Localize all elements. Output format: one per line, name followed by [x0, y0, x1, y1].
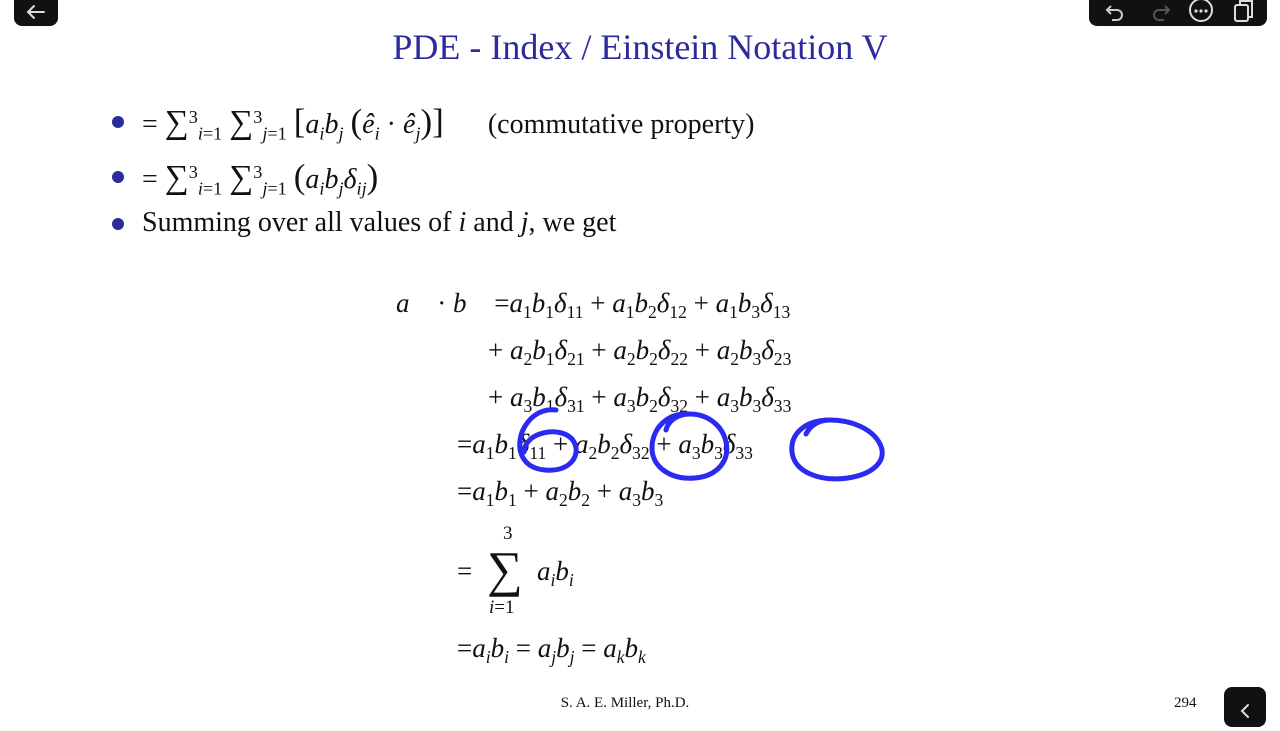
previous-page-button[interactable] — [1224, 687, 1266, 727]
equation-line: + a3b1δ31 + a3b2δ32 + a3b3δ33 — [488, 382, 792, 417]
bullet-note: (commutative property) — [487, 109, 755, 140]
bullet-dot — [112, 218, 124, 230]
bullet-math: = ∑3i=1 ∑3j=1 (aibjδij) — [142, 157, 379, 199]
page-number: 294 — [1174, 695, 1197, 711]
pages-icon[interactable] — [1231, 0, 1257, 24]
equation-line: + a2b1δ21 + a2b2δ22 + a2b3δ23 — [488, 335, 792, 370]
bullet-dot — [112, 171, 124, 183]
chevron-left-icon — [1240, 704, 1249, 718]
arrow-left-icon — [26, 5, 45, 19]
footer-author: S. A. E. Miller, Ph.D. — [560, 695, 690, 711]
sum-symbol: ∑ — [487, 541, 523, 597]
sum-lower-limit: i=1 — [489, 597, 515, 618]
equation-lhs: a⃗ · b⃗ = — [396, 288, 510, 318]
bullet-content: = ∑3i=1 ∑3j=1 [aibj (êi · êj)] (commutati… — [142, 104, 755, 142]
sum-upper-limit: 3 — [503, 523, 513, 544]
undo-icon[interactable] — [1103, 0, 1127, 22]
sum-body: aibi — [537, 556, 574, 591]
equals-sign: = — [457, 556, 473, 586]
equation-line: =a1b1δ11 + a2b2δ32 + a3b3δ33 — [457, 429, 753, 464]
more-icon[interactable] — [1187, 0, 1215, 24]
equation-line: a1b1δ11 + a1b2δ12 + a1b3δ13 — [509, 288, 791, 323]
bullet-text: Summing over all values of i and j, we g… — [142, 207, 617, 238]
equation-line: =aibi = ajbj = akbk — [457, 633, 646, 668]
equation-first-line: a⃗ · b⃗ =a1b1δ11 + a1b2δ12 + a1b3δ13 — [396, 287, 791, 323]
back-button[interactable] — [14, 0, 58, 26]
redo-icon[interactable] — [1149, 0, 1173, 22]
equation-line: =a1b1 + a2b2 + a3b3 — [457, 476, 664, 511]
viewer-toolbar — [1089, 0, 1267, 26]
equation-sum-line: = 3 ∑ i=1 aibi — [457, 520, 617, 620]
ink-circle-3 — [789, 417, 885, 482]
slide-title: PDE - Index / Einstein Notation V — [392, 27, 888, 67]
bullet-dot — [112, 116, 124, 128]
bullet-math: = ∑3i=1 ∑3j=1 [aibj (êi · êj)] — [142, 102, 444, 144]
